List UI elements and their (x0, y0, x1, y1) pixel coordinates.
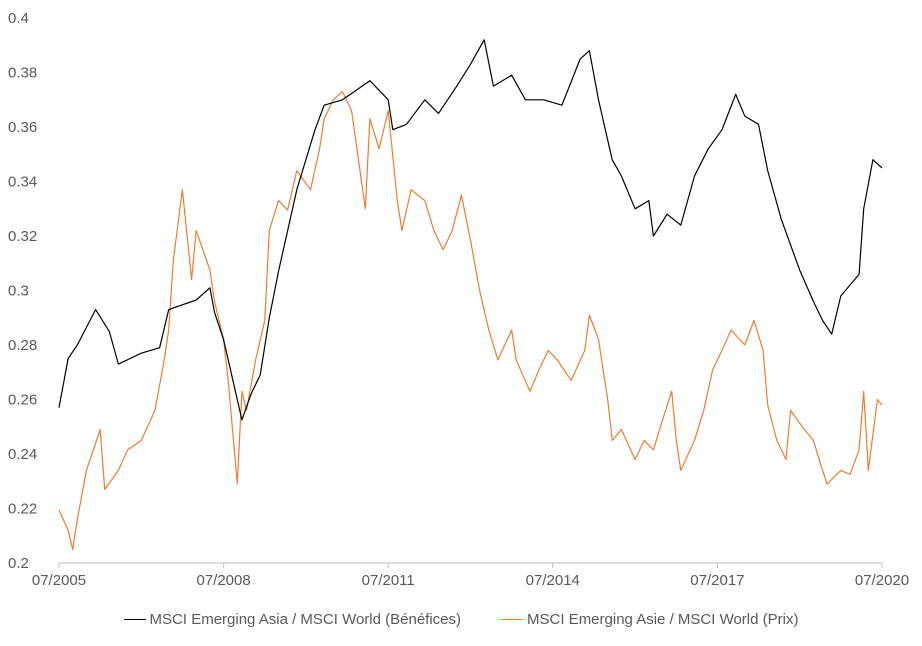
x-tick-label: 07/2017 (690, 572, 744, 589)
x-tick-label: 07/2014 (526, 572, 580, 589)
y-tick-label: 0.3 (8, 283, 29, 300)
y-tick-label: 0.32 (8, 228, 37, 245)
x-tick-label: 07/2005 (32, 572, 86, 589)
legend-swatch-black (123, 619, 146, 620)
y-tick-label: 0.4 (8, 10, 29, 27)
legend-item-benefices: MSCI Emerging Asia / MSCI World (Bénéfic… (123, 611, 462, 628)
y-tick-label: 0.34 (8, 174, 37, 191)
y-tick-label: 0.2 (8, 555, 29, 572)
legend-item-prix: MSCI Emerging Asie / MSCI World (Prix) (501, 611, 798, 628)
legend: MSCI Emerging Asia / MSCI World (Bénéfic… (0, 611, 922, 628)
y-axis: 0.2 0.22 0.24 0.26 0.28 0.3 0.32 0.34 0.36 0.38 0.… (8, 10, 37, 572)
series-line-0 (58, 39, 883, 421)
y-tick-label: 0.38 (8, 65, 37, 82)
y-tick-label: 0.22 (8, 501, 37, 518)
legend-label: MSCI Emerging Asia / MSCI World (Bénéfic… (149, 611, 462, 628)
y-tick-label: 0.28 (8, 337, 37, 354)
y-tick-label: 0.26 (8, 392, 37, 409)
series-line-1 (58, 91, 883, 550)
legend-swatch-orange (501, 619, 524, 620)
plot-area (58, 39, 883, 550)
x-axis: 07/2005 07/2008 07/2011 07/2014 07/2017 07/20… (32, 562, 909, 589)
x-tick-label: 07/2011 (362, 572, 415, 589)
legend-label: MSCI Emerging Asie / MSCI World (Prix) (527, 611, 799, 628)
line-chart: 0.2 0.22 0.24 0.26 0.28 0.3 0.32 0.34 0.36 0.38 0.… (8, 10, 909, 589)
x-tick-label: 07/2020 (855, 572, 909, 589)
y-tick-label: 0.36 (8, 119, 37, 136)
x-tick-label: 07/2008 (196, 572, 250, 589)
y-tick-label: 0.24 (8, 446, 37, 463)
